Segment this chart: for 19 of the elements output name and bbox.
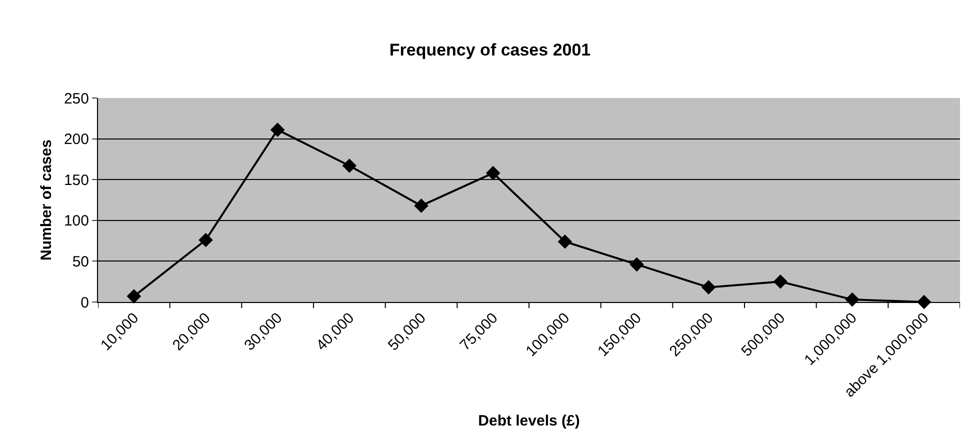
point xyxy=(630,257,644,272)
chart-title: Frequency of cases 2001 xyxy=(389,40,591,60)
point xyxy=(414,198,428,213)
y-tick-label: 200 xyxy=(64,131,89,148)
point xyxy=(486,166,500,180)
point xyxy=(342,158,357,173)
y-tick-label: 100 xyxy=(64,212,89,230)
y-tick-label: 50 xyxy=(72,253,89,270)
y-tick-label: 0 xyxy=(80,294,89,312)
point xyxy=(198,232,213,248)
point xyxy=(701,280,716,294)
point xyxy=(126,289,142,304)
y-axis-title: Number of cases xyxy=(38,140,56,260)
point xyxy=(773,274,788,289)
point xyxy=(270,122,285,137)
y-tick-label: 150 xyxy=(64,172,89,189)
x-axis-title: Debt levels (£) xyxy=(478,412,580,430)
y-tick-label: 250 xyxy=(64,90,89,108)
point xyxy=(558,234,572,249)
